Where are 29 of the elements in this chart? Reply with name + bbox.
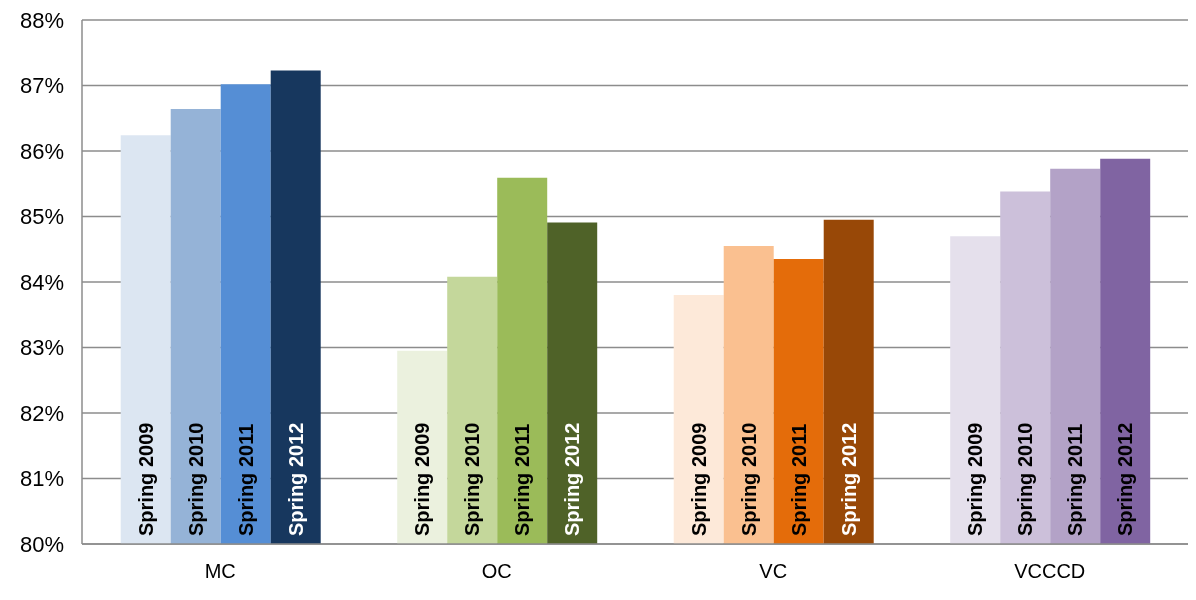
y-tick-label: 83% — [19, 335, 64, 361]
text: Spring 2009 — [411, 422, 434, 536]
text: Spring 2011 — [787, 423, 810, 536]
y-tick-label: 84% — [19, 269, 64, 295]
series-label: Spring 2010 — [184, 422, 207, 536]
text: Spring 2011 — [1064, 423, 1087, 536]
y-tick-label: 88% — [19, 7, 64, 33]
series-label: Spring 2012 — [284, 422, 307, 536]
text: Spring 2010 — [1014, 422, 1037, 536]
x-tick-label: VCCCD — [1014, 560, 1086, 583]
y-tick-label: 85% — [19, 204, 64, 230]
series-label: Spring 2009 — [134, 422, 157, 536]
y-tick-label: 82% — [19, 400, 64, 426]
x-tick-label: MC — [204, 560, 236, 583]
text: Spring 2009 — [964, 422, 987, 536]
y-tick-label: 87% — [19, 73, 64, 99]
text: Spring 2012 — [837, 422, 860, 536]
text: Spring 2012 — [561, 422, 584, 536]
x-tick-label: VC — [759, 560, 788, 583]
y-tick-label: 80% — [19, 531, 64, 557]
series-label: Spring 2011 — [234, 423, 257, 536]
text: Spring 2009 — [687, 422, 710, 536]
x-tick-label: OC — [481, 560, 512, 583]
y-tick-label: 86% — [19, 138, 64, 164]
y-tick-label: 81% — [19, 466, 64, 492]
text: Spring 2012 — [1114, 422, 1137, 536]
text: Spring 2010 — [737, 422, 760, 536]
text: Spring 2010 — [461, 422, 484, 536]
text: Spring 2011 — [511, 423, 534, 536]
